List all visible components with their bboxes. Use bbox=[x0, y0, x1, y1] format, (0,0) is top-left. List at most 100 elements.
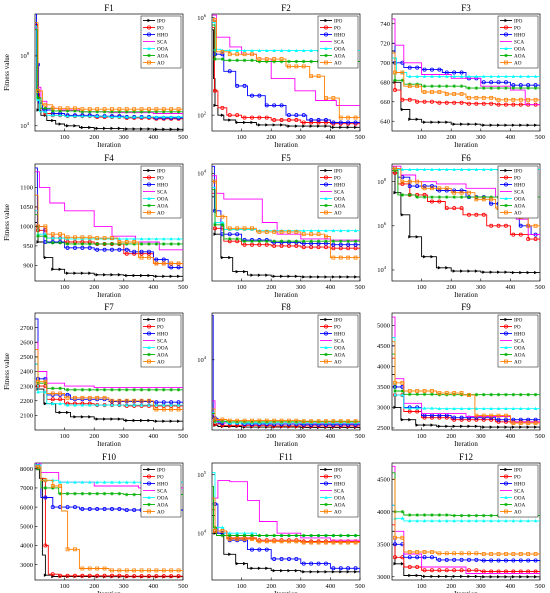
series-ao bbox=[35, 22, 183, 112]
series-marker bbox=[161, 242, 166, 246]
panel-f12: F12 100 200 300 400 500 3000 3500 4000 4500 Iterat… bbox=[377, 452, 545, 593]
series-marker bbox=[95, 566, 100, 571]
x-tick-label: 300 bbox=[296, 134, 306, 141]
x-tick-label: 200 bbox=[89, 583, 99, 590]
series-ipo bbox=[392, 170, 540, 275]
legend-entry-ipo: IPO bbox=[320, 18, 343, 24]
series-marker bbox=[467, 519, 471, 523]
y-tick-label: 1050 bbox=[20, 204, 33, 211]
series-marker bbox=[279, 103, 284, 108]
legend-label: OOA bbox=[157, 345, 168, 351]
series-marker bbox=[519, 270, 523, 275]
series-marker bbox=[489, 558, 494, 563]
series-marker bbox=[73, 395, 77, 400]
series-marker bbox=[124, 574, 129, 579]
series-marker bbox=[309, 420, 313, 424]
series-marker bbox=[430, 519, 434, 523]
series-marker bbox=[73, 114, 77, 118]
legend-label: HHO bbox=[334, 331, 345, 337]
series-marker bbox=[534, 123, 538, 127]
legend-marker bbox=[324, 196, 328, 200]
series-marker bbox=[58, 401, 62, 406]
series-marker bbox=[497, 425, 501, 429]
series-marker bbox=[316, 533, 321, 538]
series-marker bbox=[287, 64, 291, 69]
y-tick-label: 104 bbox=[197, 528, 207, 537]
series-marker bbox=[162, 115, 166, 119]
series-marker bbox=[309, 228, 313, 233]
legend-marker bbox=[324, 467, 328, 472]
series-marker bbox=[511, 74, 516, 78]
legend-label: HHO bbox=[157, 182, 168, 188]
series-marker bbox=[526, 86, 530, 90]
series-marker bbox=[474, 513, 479, 518]
series-marker bbox=[264, 418, 269, 423]
series-line bbox=[212, 196, 360, 278]
series-marker bbox=[50, 232, 55, 237]
y-tick-label: 102 bbox=[197, 110, 206, 119]
series-marker bbox=[324, 96, 328, 100]
series-marker bbox=[154, 107, 159, 112]
series-marker bbox=[257, 48, 262, 52]
series-marker bbox=[415, 409, 420, 414]
series-marker bbox=[489, 552, 494, 556]
series-marker bbox=[338, 566, 343, 571]
series-marker bbox=[177, 274, 181, 279]
series-marker bbox=[511, 558, 516, 563]
series-marker bbox=[250, 537, 254, 541]
series-marker bbox=[452, 557, 457, 562]
series-marker bbox=[393, 380, 397, 385]
series-marker bbox=[518, 558, 523, 563]
series-marker bbox=[36, 234, 40, 238]
series-marker bbox=[43, 232, 48, 236]
series-marker bbox=[323, 118, 328, 123]
x-tick-label: 100 bbox=[237, 433, 247, 440]
series-marker bbox=[301, 533, 306, 538]
series-marker bbox=[117, 237, 122, 241]
legend-label: AO bbox=[514, 509, 522, 515]
series-marker bbox=[117, 126, 122, 131]
series-marker bbox=[88, 114, 92, 118]
series-marker bbox=[162, 419, 166, 423]
series-marker bbox=[489, 519, 493, 523]
series-marker bbox=[422, 519, 427, 523]
series-marker bbox=[415, 513, 419, 517]
series-marker bbox=[117, 273, 122, 277]
series-marker bbox=[110, 417, 114, 421]
series-marker bbox=[117, 247, 122, 252]
series-marker bbox=[415, 519, 419, 523]
series-marker bbox=[125, 480, 129, 484]
series-marker bbox=[444, 513, 449, 517]
series-marker bbox=[139, 568, 144, 573]
series-marker bbox=[132, 480, 136, 484]
series-marker bbox=[213, 18, 217, 22]
series-marker bbox=[154, 403, 159, 407]
series-marker bbox=[339, 125, 343, 130]
series-marker bbox=[430, 389, 434, 393]
series-marker bbox=[65, 403, 70, 407]
x-tick-label: 100 bbox=[417, 134, 427, 141]
series-marker bbox=[452, 568, 457, 573]
series-marker bbox=[80, 235, 85, 240]
series-marker bbox=[511, 102, 516, 107]
series-marker bbox=[504, 97, 508, 102]
series-marker bbox=[228, 118, 232, 122]
legend-marker bbox=[147, 317, 151, 322]
series-marker bbox=[65, 505, 70, 510]
series-marker bbox=[353, 120, 358, 125]
x-tick-label: 200 bbox=[266, 284, 276, 291]
series-marker bbox=[51, 118, 55, 123]
series-marker bbox=[102, 114, 107, 118]
series-marker bbox=[445, 74, 449, 78]
series-marker bbox=[36, 464, 40, 469]
series-marker bbox=[257, 115, 262, 120]
series-marker bbox=[309, 74, 314, 79]
series-ao bbox=[392, 52, 540, 102]
series-marker bbox=[346, 242, 351, 247]
series-ooa bbox=[35, 25, 183, 119]
series-marker bbox=[154, 109, 159, 114]
series-marker bbox=[264, 59, 269, 64]
series-marker bbox=[316, 232, 321, 237]
series-marker bbox=[489, 167, 493, 171]
